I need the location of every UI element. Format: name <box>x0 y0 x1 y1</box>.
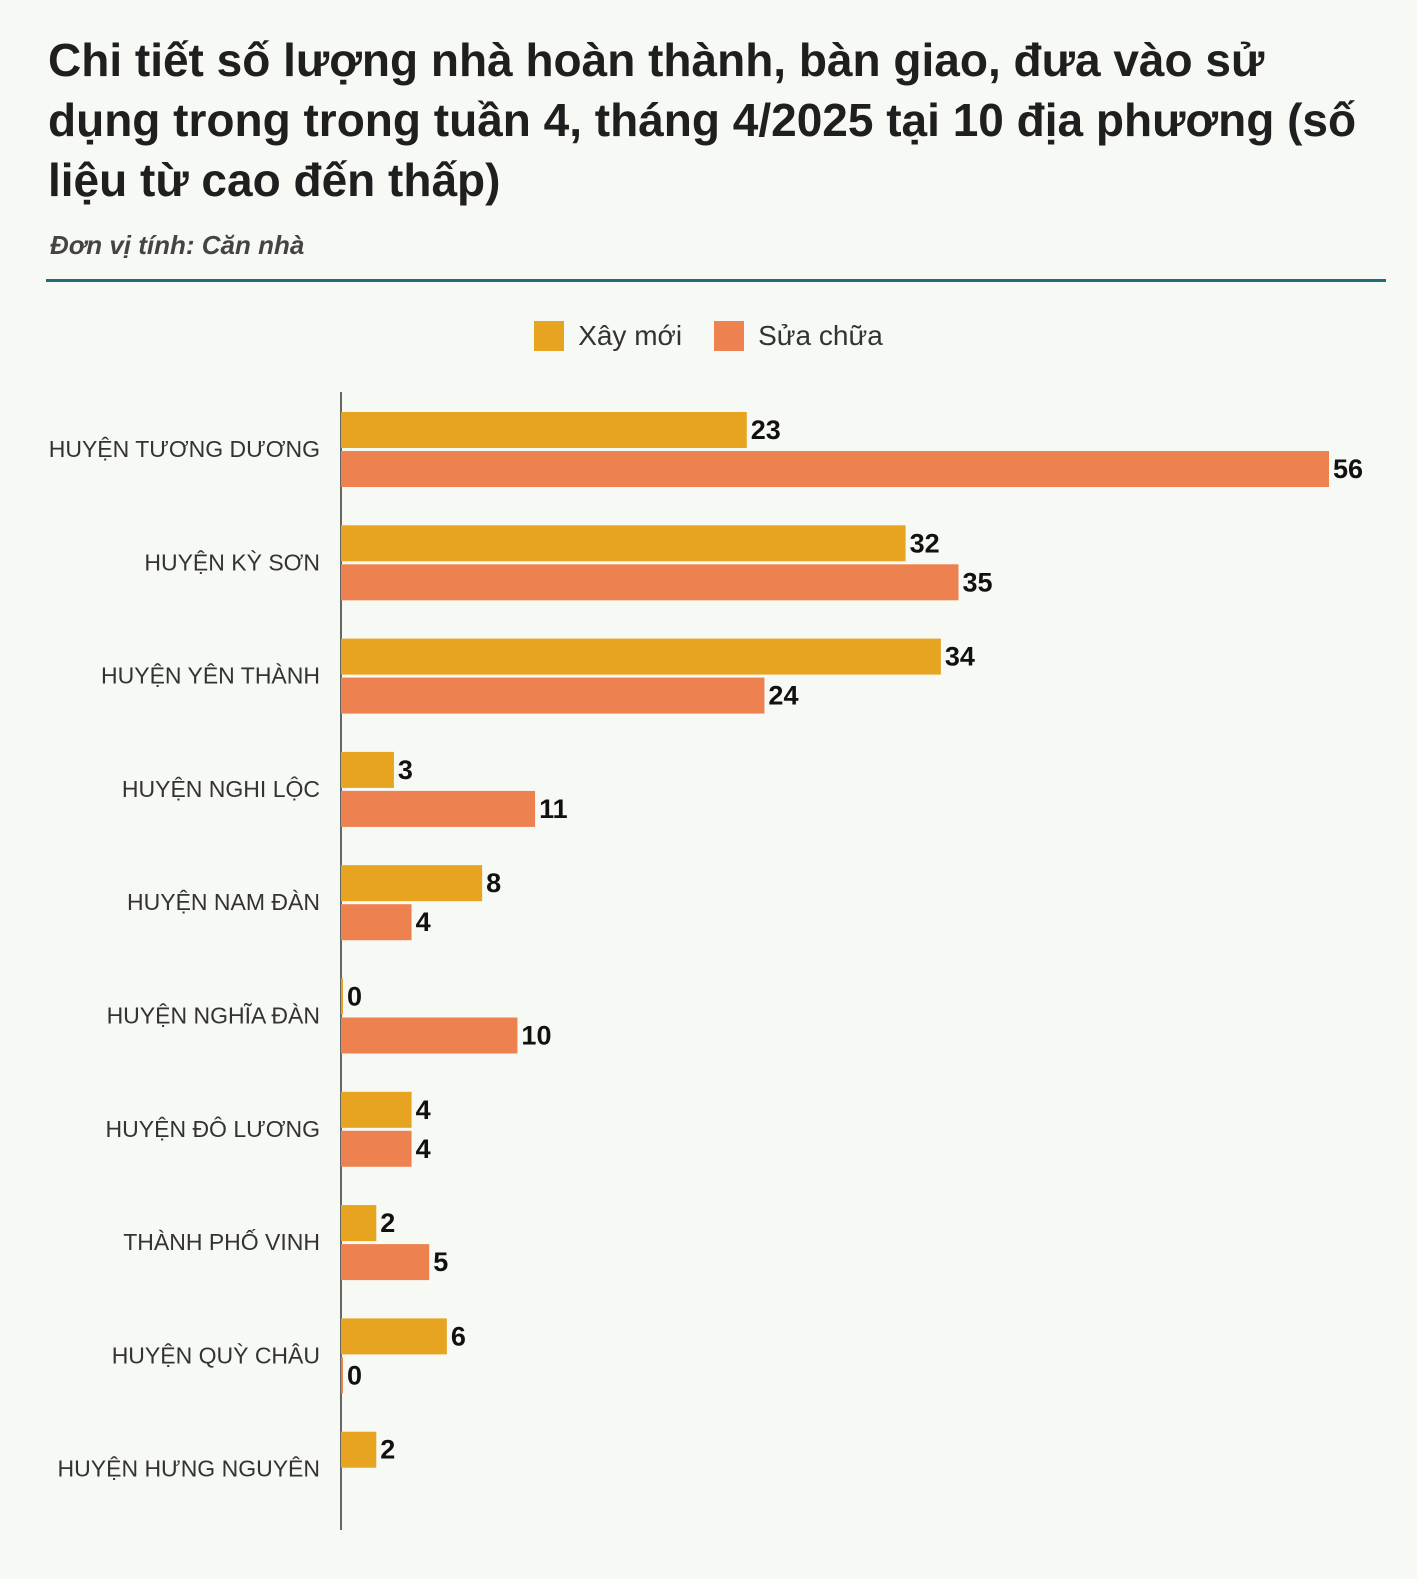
category-label: HUYỆN NAM ĐÀN <box>127 889 320 915</box>
legend-item-xay-moi: Xây mới <box>534 320 682 352</box>
bar-sua-chua <box>341 1130 412 1167</box>
data-label: 24 <box>768 681 798 711</box>
bar-xay-moi <box>341 525 906 562</box>
bar-sua-chua <box>341 677 765 714</box>
data-label: 0 <box>347 1360 362 1390</box>
chart-title: Chi tiết số lượng nhà hoàn thành, bàn gi… <box>48 34 1357 206</box>
category-label: HUYỆN NGHI LỘC <box>122 775 320 802</box>
legend-item-sua-chua: Sửa chữa <box>714 320 883 352</box>
bar-xay-moi <box>341 1205 377 1242</box>
bar-sua-chua <box>341 1357 343 1394</box>
data-label: 4 <box>416 1134 431 1164</box>
data-label: 6 <box>451 1321 466 1351</box>
legend-swatch-sua-chua <box>714 321 745 351</box>
data-label: 10 <box>521 1021 551 1051</box>
bar-xay-moi <box>341 1091 412 1128</box>
title-divider <box>46 279 1386 282</box>
data-label: 35 <box>963 567 993 597</box>
bar-sua-chua <box>341 790 536 827</box>
data-label: 23 <box>751 415 781 445</box>
bar-sua-chua <box>341 564 959 601</box>
legend-swatch-xay-moi <box>534 321 565 351</box>
legend-label-sua-chua: Sửa chữa <box>758 320 883 351</box>
data-label: 3 <box>398 755 413 785</box>
bar-xay-moi <box>341 1318 447 1355</box>
data-label: 56 <box>1333 454 1363 484</box>
bar-xay-moi <box>341 412 747 448</box>
bar-xay-moi <box>341 751 394 788</box>
bar-xay-moi <box>341 865 483 902</box>
category-label: HUYỆN NGHĨA ĐÀN <box>107 1003 320 1029</box>
data-label: 2 <box>380 1435 395 1465</box>
data-label: 5 <box>433 1247 448 1277</box>
bar-xay-moi <box>341 1431 377 1468</box>
category-label: HUYỆN KỲ SƠN <box>144 549 320 575</box>
bar-xay-moi <box>341 978 343 1015</box>
data-label: 32 <box>910 528 940 558</box>
data-label: 0 <box>347 982 362 1012</box>
data-label: 4 <box>416 1095 431 1125</box>
category-label: HUYỆN YÊN THÀNH <box>101 663 320 689</box>
bar-xay-moi <box>341 638 941 675</box>
bar-sua-chua <box>341 451 1329 487</box>
bar-sua-chua <box>341 1244 430 1281</box>
data-label: 8 <box>486 868 501 898</box>
category-label: HUYỆN HƯNG NGUYÊN <box>58 1456 320 1482</box>
bar-sua-chua <box>341 1017 518 1054</box>
category-label: HUYỆN ĐÔ LƯƠNG <box>106 1115 320 1142</box>
category-label: HUYỆN QUỲ CHÂU <box>112 1342 320 1368</box>
category-label: THÀNH PHỐ VINH <box>123 1228 320 1255</box>
bar-sua-chua <box>341 904 412 941</box>
chart-legend: Xây mới Sửa chữa <box>0 320 1417 352</box>
data-label: 11 <box>539 794 568 824</box>
data-label: 34 <box>945 642 975 672</box>
data-label: 4 <box>416 907 431 937</box>
category-label: HUYỆN TƯƠNG DƯƠNG <box>49 436 320 462</box>
legend-label-xay-moi: Xây mới <box>578 320 683 351</box>
data-label: 2 <box>380 1208 395 1238</box>
chart-subtitle: Đơn vị tính: Căn nhà <box>50 230 305 260</box>
